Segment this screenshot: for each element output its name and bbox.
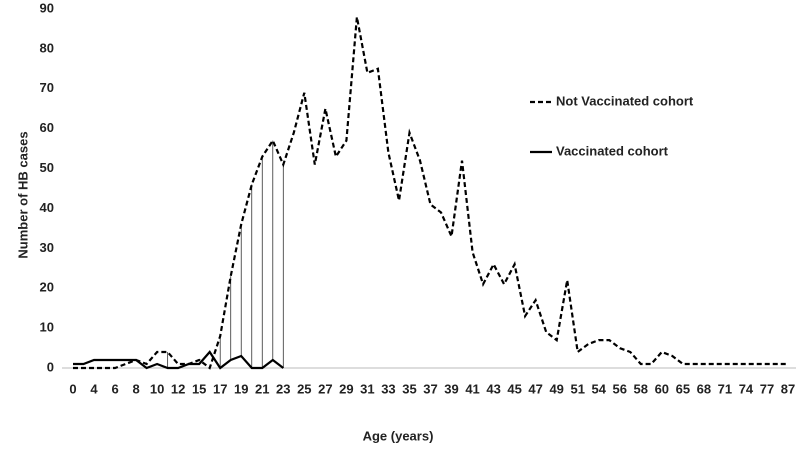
x-tick-label: 35 — [402, 381, 416, 396]
x-tick-label: 65 — [676, 381, 690, 396]
x-tick-label: 23 — [276, 381, 290, 396]
legend-label: Not Vaccinated cohort — [556, 93, 694, 108]
x-tick-label: 31 — [360, 381, 374, 396]
y-tick-label: 80 — [40, 40, 54, 55]
x-tick-label: 21 — [255, 381, 269, 396]
x-tick-label: 12 — [171, 381, 185, 396]
x-tick-label: 25 — [297, 381, 311, 396]
x-tick-label: 58 — [634, 381, 648, 396]
x-tick-label: 27 — [318, 381, 332, 396]
x-tick-label: 8 — [132, 381, 139, 396]
y-tick-label: 50 — [40, 160, 54, 175]
x-tick-label: 37 — [423, 381, 437, 396]
x-tick-label: 74 — [739, 381, 754, 396]
x-tick-label: 39 — [444, 381, 458, 396]
y-tick-label: 90 — [40, 0, 54, 15]
x-tick-label: 87 — [781, 381, 795, 396]
y-axis-title: Number of HB cases — [15, 131, 30, 258]
x-tick-label: 17 — [213, 381, 227, 396]
x-tick-label: 15 — [192, 381, 206, 396]
x-tick-label: 4 — [90, 381, 98, 396]
series-line — [73, 16, 788, 370]
x-tick-label: 33 — [381, 381, 395, 396]
x-tick-label: 71 — [718, 381, 732, 396]
x-tick-label: 54 — [592, 381, 607, 396]
y-tick-label: 10 — [40, 320, 54, 335]
y-tick-label: 20 — [40, 280, 54, 295]
x-tick-label: 0 — [69, 381, 76, 396]
x-tick-label: 41 — [465, 381, 479, 396]
y-tick-label: 30 — [40, 240, 54, 255]
x-tick-label: 51 — [570, 381, 584, 396]
legend-label: Vaccinated cohort — [556, 143, 669, 158]
x-tick-label: 19 — [234, 381, 248, 396]
y-tick-label: 70 — [40, 80, 54, 95]
x-tick-label: 77 — [760, 381, 774, 396]
x-tick-label: 45 — [507, 381, 521, 396]
x-tick-label: 49 — [549, 381, 563, 396]
x-tick-label: 47 — [528, 381, 542, 396]
x-tick-label: 60 — [655, 381, 669, 396]
x-tick-label: 68 — [697, 381, 711, 396]
y-tick-label: 0 — [47, 359, 54, 374]
x-tick-label: 56 — [613, 381, 627, 396]
x-axis-title: Age (years) — [363, 428, 434, 443]
y-tick-label: 40 — [40, 200, 54, 215]
x-tick-label: 43 — [486, 381, 500, 396]
x-tick-label: 6 — [111, 381, 118, 396]
x-tick-label: 10 — [150, 381, 164, 396]
x-tick-label: 29 — [339, 381, 353, 396]
series-line — [73, 350, 284, 370]
y-tick-label: 60 — [40, 120, 54, 135]
